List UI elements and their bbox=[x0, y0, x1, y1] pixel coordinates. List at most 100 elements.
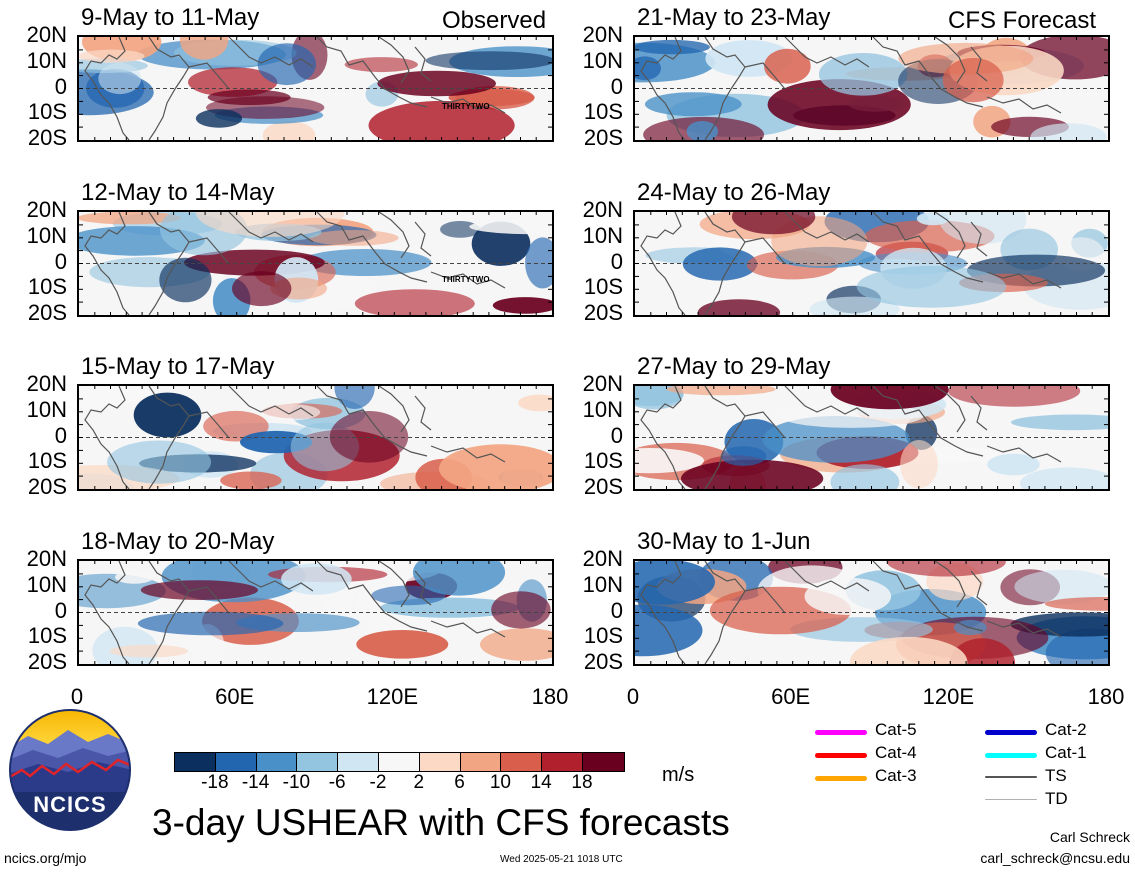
shear-field bbox=[635, 212, 1108, 315]
lat-label: 20N bbox=[26, 197, 67, 222]
lat-label: 10N bbox=[582, 47, 623, 73]
colorbar-swatch bbox=[582, 753, 624, 771]
lat-label: 20S bbox=[27, 300, 67, 325]
lat-label: 20S bbox=[27, 125, 67, 150]
colorbar-swatch bbox=[378, 753, 420, 771]
lat-label: 10S bbox=[583, 99, 623, 125]
panel-title: 12-May to 14-May bbox=[81, 179, 275, 206]
units-label: m/s bbox=[662, 764, 695, 786]
legend-swatch bbox=[815, 776, 867, 781]
legend-label: TD bbox=[1045, 789, 1068, 808]
shear-field bbox=[79, 561, 552, 664]
lon-label: 180 bbox=[531, 684, 569, 709]
lat-label: 20N bbox=[582, 22, 623, 47]
legend-swatch bbox=[985, 753, 1037, 758]
map-panel bbox=[633, 559, 1110, 666]
legend-label: Cat-3 bbox=[875, 766, 917, 785]
legend-label: TS bbox=[1045, 766, 1067, 785]
lat-label: 10S bbox=[27, 99, 67, 125]
colorbar-tick-label: -6 bbox=[328, 772, 346, 793]
lat-label: 20N bbox=[582, 197, 623, 222]
legend-swatch bbox=[985, 776, 1037, 778]
lat-label: 10N bbox=[582, 571, 623, 597]
lat-label: 10S bbox=[27, 448, 67, 474]
legend-swatch bbox=[815, 753, 867, 758]
map-panel bbox=[77, 559, 554, 666]
colorbar-swatch bbox=[175, 753, 216, 771]
colorbar-tick-label: 6 bbox=[454, 772, 465, 793]
lat-label: 10S bbox=[583, 274, 623, 300]
lat-label: 10S bbox=[583, 448, 623, 474]
lat-label: 10S bbox=[583, 623, 623, 649]
panel-title: 9-May to 11-May bbox=[81, 4, 260, 31]
lat-label: 10S bbox=[27, 623, 67, 649]
colorbar-tick-label: -10 bbox=[282, 772, 311, 793]
lat-label: 10N bbox=[26, 47, 67, 73]
colorbar-tick-label: -18 bbox=[201, 772, 229, 793]
lat-label: 10N bbox=[26, 571, 67, 597]
shear-field bbox=[79, 212, 552, 315]
lat-label: 20N bbox=[582, 371, 623, 396]
lat-label: 0 bbox=[54, 73, 67, 99]
main-title: 3-day USHEAR with CFS forecasts bbox=[152, 802, 730, 843]
ncics-logo: NCICS bbox=[8, 708, 132, 832]
legend-label: Cat-2 bbox=[1045, 720, 1087, 739]
panel-title: 24-May to 26-May bbox=[637, 179, 831, 206]
colorbar-tick-label: 2 bbox=[413, 772, 425, 793]
lat-label: 20S bbox=[27, 474, 67, 499]
lon-label: 0 bbox=[70, 684, 84, 709]
footer-email: carl_schreck@ncsu.edu bbox=[980, 850, 1130, 866]
colorbar-swatch bbox=[338, 753, 379, 771]
storm-track-label: THIRTYTWO bbox=[442, 275, 490, 284]
legend-swatch bbox=[815, 730, 867, 735]
lat-label: 10N bbox=[26, 222, 67, 248]
lon-label: 0 bbox=[626, 684, 640, 709]
lat-label: 0 bbox=[610, 73, 623, 99]
legend-label: Cat-4 bbox=[875, 743, 917, 762]
lat-label: 0 bbox=[610, 422, 623, 448]
lat-label: 20S bbox=[27, 649, 67, 674]
lat-label: 0 bbox=[610, 597, 623, 623]
colorbar-swatch bbox=[215, 753, 257, 771]
lat-label: 10N bbox=[582, 396, 623, 422]
lat-label: 0 bbox=[610, 248, 623, 274]
lat-label: 0 bbox=[54, 422, 67, 448]
colorbar bbox=[174, 752, 625, 772]
map-panel bbox=[633, 35, 1110, 142]
lat-label: 20N bbox=[26, 546, 67, 571]
colorbar-tick-label: 14 bbox=[530, 772, 552, 793]
panel-title: 27-May to 29-May bbox=[637, 353, 831, 380]
map-panel bbox=[633, 210, 1110, 317]
map-panel bbox=[77, 35, 554, 142]
lat-label: 20S bbox=[583, 125, 623, 150]
shear-field bbox=[635, 386, 1108, 489]
colorbar-tick-label: -14 bbox=[241, 772, 270, 793]
colorbar-swatch bbox=[460, 753, 502, 771]
colorbar-swatch bbox=[501, 753, 543, 771]
lat-label: 20S bbox=[583, 649, 623, 674]
colorbar-tick-label: 18 bbox=[571, 772, 593, 793]
footer-author: Carl Schreck bbox=[1049, 829, 1130, 845]
colorbar-tick-label: -2 bbox=[369, 772, 387, 793]
observed-label: Observed bbox=[442, 7, 547, 34]
lat-label: 10S bbox=[27, 274, 67, 300]
lat-label: 20S bbox=[583, 474, 623, 499]
colorbar-swatch bbox=[256, 753, 298, 771]
logo-icon bbox=[9, 709, 131, 831]
colorbar-tick-label: 10 bbox=[489, 772, 511, 793]
panel-title: 15-May to 17-May bbox=[81, 353, 275, 380]
shear-field bbox=[79, 386, 552, 489]
footer-url: ncics.org/mjo bbox=[4, 850, 87, 866]
shear-field bbox=[635, 37, 1108, 140]
legend-label: Cat-1 bbox=[1045, 743, 1087, 762]
map-panel bbox=[77, 384, 554, 491]
lat-label: 20N bbox=[26, 22, 67, 47]
logo-text: NCICS bbox=[33, 792, 107, 817]
panel-title: 30-May to 1-Jun bbox=[637, 528, 811, 555]
map-panel bbox=[77, 210, 554, 317]
lon-label: 120E bbox=[366, 684, 419, 709]
shear-field bbox=[79, 37, 552, 140]
lat-label: 10N bbox=[26, 396, 67, 422]
panel-title: 21-May to 23-May bbox=[637, 4, 831, 31]
colorbar-swatch bbox=[419, 753, 461, 771]
